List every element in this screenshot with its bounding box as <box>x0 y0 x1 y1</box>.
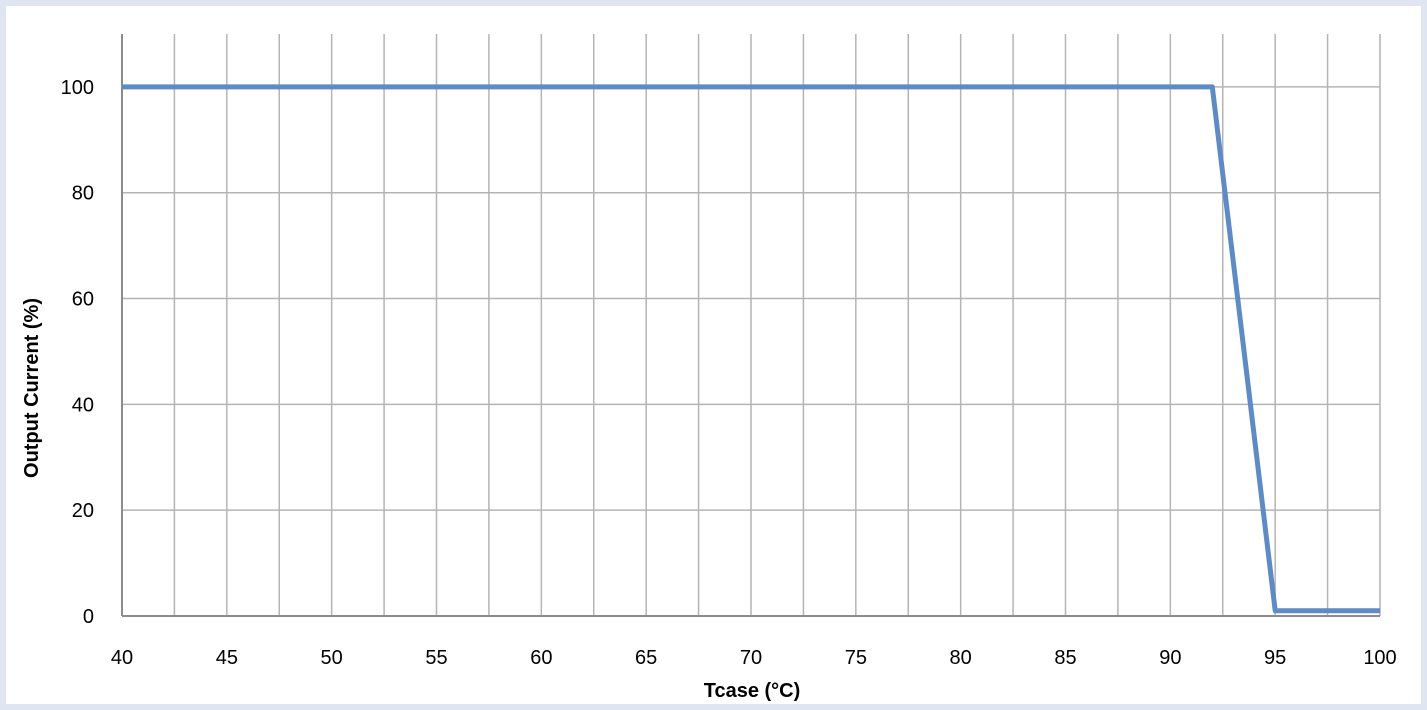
series-line <box>122 84 1380 614</box>
x-axis-title: Tcase (°C) <box>704 680 801 702</box>
x-tick-label: 40 <box>111 647 133 669</box>
y-tick-label: 20 <box>72 500 94 522</box>
x-tick-label: 65 <box>635 647 657 669</box>
y-tick-label: 60 <box>72 289 94 311</box>
series-layer <box>122 84 1380 614</box>
plot-area <box>6 6 1421 704</box>
x-tick-label: 85 <box>1054 647 1076 669</box>
x-tick-label: 90 <box>1159 647 1181 669</box>
x-tick-label: 55 <box>425 647 447 669</box>
x-tick-label: 95 <box>1264 647 1286 669</box>
y-axis-title: Output Current (%) <box>21 298 43 478</box>
x-tick-label: 60 <box>530 647 552 669</box>
y-tick-label: 80 <box>72 183 94 205</box>
y-tick-label: 0 <box>83 606 94 628</box>
y-tick-label: 40 <box>72 394 94 416</box>
grid-layer <box>121 34 1381 617</box>
x-tick-label: 50 <box>321 647 343 669</box>
x-tick-label: 100 <box>1363 647 1396 669</box>
x-tick-label: 70 <box>740 647 762 669</box>
y-tick-label: 100 <box>61 77 94 99</box>
x-tick-label: 45 <box>216 647 238 669</box>
tick-label-layer: 40 45 50 55 60 65 70 75 80 85 90 95 100 0 20 40 60 80 100 <box>61 77 1397 669</box>
x-tick-label: 80 <box>950 647 972 669</box>
x-tick-label: 75 <box>845 647 867 669</box>
